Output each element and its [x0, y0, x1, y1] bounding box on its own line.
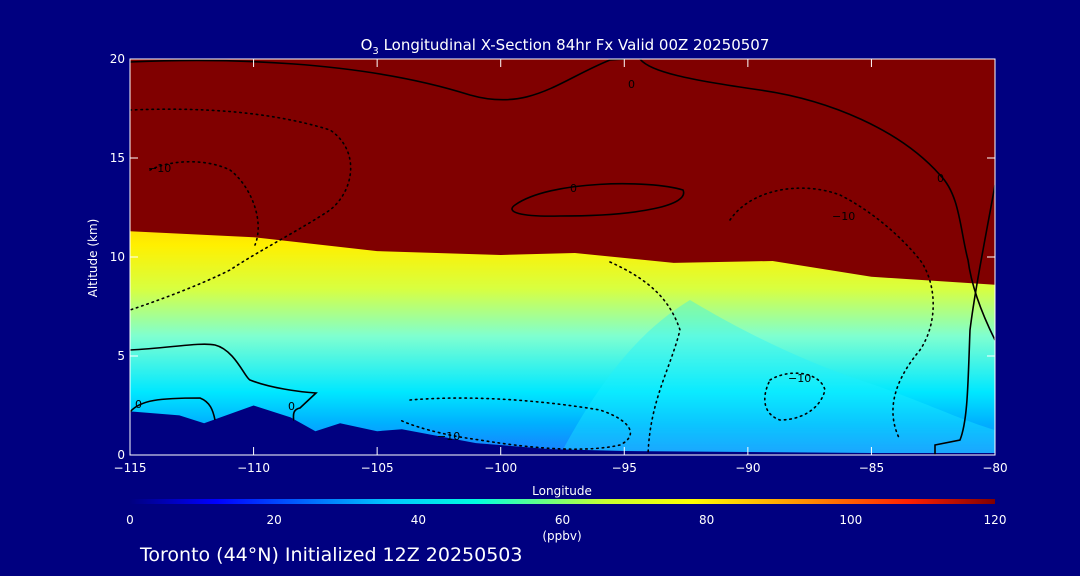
- contour-neg10-west-inner: [149, 160, 259, 246]
- colorbar: 0 20 40 60 80 100 120 (ppbv): [126, 499, 1006, 543]
- contour-label: −10: [788, 372, 811, 385]
- x-tick-label: −80: [982, 461, 1007, 475]
- stratospheric-ozone-region: [130, 59, 995, 285]
- y-tick-label: 15: [110, 151, 125, 165]
- contour-zero-oval: [511, 182, 685, 217]
- colorbar-tick-label: 60: [555, 513, 570, 527]
- footer-text: Toronto (44°N) Initialized 12Z 20250503: [139, 544, 523, 566]
- x-tick-label: −115: [114, 461, 147, 475]
- contour-label: −10: [832, 210, 855, 223]
- y-tick-label: 10: [110, 250, 125, 264]
- contour-dotted-mid: [609, 261, 681, 455]
- y-tick-label: 5: [117, 349, 125, 363]
- contour-zero-east: [934, 184, 995, 455]
- contour-zero-top: [130, 59, 995, 341]
- contour-label: 0: [937, 172, 944, 185]
- y-tick-label: 20: [110, 52, 125, 66]
- x-axis: −115 −110 −105 −100 −95 −90 −85 −80: [114, 59, 1008, 475]
- colorbar-tick-label: 20: [267, 513, 282, 527]
- colorbar-gradient: [130, 499, 995, 504]
- colorbar-tick-label: 40: [411, 513, 426, 527]
- contour-label: −10: [437, 430, 460, 443]
- contour-neg10-west: [130, 108, 352, 311]
- y-tick-label: 0: [117, 448, 125, 462]
- x-axis-label: Longitude: [532, 484, 592, 498]
- contour-zero-sw: [130, 343, 318, 421]
- terrain: [130, 405, 995, 455]
- colorbar-tick-label: 80: [699, 513, 714, 527]
- x-tick-label: −85: [859, 461, 884, 475]
- colorbar-unit: (ppbv): [542, 529, 581, 543]
- contour-label: 0: [135, 398, 142, 411]
- x-tick-label: −110: [237, 461, 270, 475]
- x-tick-label: −90: [735, 461, 760, 475]
- contour-label: −10: [148, 162, 171, 175]
- contour-labels: 0 0 0 0 0 −10 −10 −10 −10: [135, 78, 944, 443]
- colorbar-tick-label: 100: [839, 513, 862, 527]
- colorbar-ticks: 0 20 40 60 80 100 120: [126, 513, 1006, 527]
- y-axis-label: Altitude (km): [86, 219, 100, 298]
- contour-label: 0: [288, 400, 295, 413]
- plot-area: 0 0 0 0 0 −10 −10 −10 −10: [130, 59, 995, 455]
- y-axis: 0 5 10 15 20: [110, 52, 995, 462]
- contour-lines: [130, 59, 995, 455]
- chart-title: O3 Longitudinal X-Section 84hr Fx Valid …: [361, 36, 770, 57]
- x-tick-label: −105: [361, 461, 394, 475]
- contour-neg10-east-inner: [764, 372, 826, 421]
- contour-label: 0: [570, 182, 577, 195]
- colorbar-tick-label: 120: [984, 513, 1007, 527]
- contour-label: 0: [628, 78, 635, 91]
- contour-neg10-center: [399, 397, 632, 450]
- x-tick-label: −95: [612, 461, 637, 475]
- contour-neg10-east: [729, 187, 934, 441]
- colorbar-tick-label: 0: [126, 513, 134, 527]
- x-tick-label: −100: [484, 461, 517, 475]
- low-ozone-region: [560, 300, 995, 455]
